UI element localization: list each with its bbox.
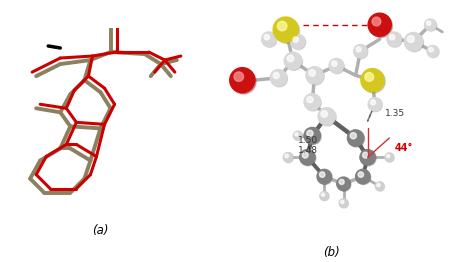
Circle shape: [365, 73, 374, 81]
Circle shape: [291, 35, 306, 50]
Circle shape: [300, 150, 316, 166]
Circle shape: [261, 32, 276, 46]
Circle shape: [427, 46, 438, 57]
Circle shape: [307, 130, 313, 137]
Circle shape: [407, 36, 414, 42]
Circle shape: [277, 21, 287, 31]
Circle shape: [362, 70, 385, 93]
Circle shape: [339, 179, 344, 184]
Circle shape: [294, 132, 303, 140]
Circle shape: [358, 172, 364, 177]
Circle shape: [307, 96, 313, 103]
Text: (a): (a): [92, 224, 109, 237]
Circle shape: [361, 150, 376, 166]
Circle shape: [388, 33, 402, 47]
Circle shape: [426, 21, 431, 25]
Circle shape: [283, 152, 293, 162]
Circle shape: [322, 193, 325, 196]
Text: 1.48: 1.48: [298, 146, 318, 155]
Circle shape: [389, 34, 395, 40]
Circle shape: [274, 18, 299, 43]
Circle shape: [368, 97, 382, 111]
Circle shape: [234, 72, 243, 81]
Circle shape: [340, 200, 344, 204]
Circle shape: [307, 68, 324, 85]
Circle shape: [356, 47, 361, 52]
Circle shape: [356, 169, 370, 184]
Circle shape: [405, 33, 424, 52]
Circle shape: [368, 13, 391, 36]
Circle shape: [293, 131, 302, 140]
Circle shape: [305, 128, 321, 145]
Circle shape: [371, 100, 376, 105]
Circle shape: [231, 69, 256, 94]
Circle shape: [295, 133, 298, 136]
Circle shape: [360, 150, 375, 165]
Circle shape: [293, 37, 298, 42]
Circle shape: [356, 170, 371, 184]
Circle shape: [348, 131, 365, 147]
Circle shape: [318, 170, 332, 184]
Circle shape: [306, 67, 323, 84]
Circle shape: [330, 59, 344, 74]
Circle shape: [291, 34, 305, 49]
Circle shape: [271, 70, 287, 87]
Circle shape: [354, 45, 368, 59]
Circle shape: [285, 154, 289, 158]
Circle shape: [361, 69, 384, 92]
Circle shape: [385, 153, 394, 162]
Circle shape: [300, 150, 315, 165]
Circle shape: [329, 58, 344, 73]
Circle shape: [284, 52, 302, 70]
Circle shape: [350, 133, 356, 139]
Circle shape: [304, 94, 321, 110]
Circle shape: [337, 178, 351, 191]
Circle shape: [363, 152, 368, 158]
Circle shape: [385, 153, 394, 162]
Circle shape: [337, 177, 350, 190]
Circle shape: [429, 47, 433, 52]
Text: 1.35: 1.35: [384, 110, 405, 118]
Text: 1.50: 1.50: [298, 136, 318, 145]
Circle shape: [273, 72, 279, 79]
Circle shape: [309, 70, 316, 76]
Circle shape: [320, 192, 328, 200]
Circle shape: [302, 152, 308, 158]
Circle shape: [387, 154, 390, 158]
Text: 44°: 44°: [394, 143, 413, 153]
Circle shape: [305, 95, 321, 111]
Circle shape: [321, 111, 328, 117]
Circle shape: [287, 55, 294, 62]
Circle shape: [340, 199, 348, 208]
Circle shape: [425, 19, 436, 30]
Circle shape: [425, 20, 437, 31]
Circle shape: [262, 33, 277, 47]
Circle shape: [332, 61, 337, 67]
Circle shape: [273, 17, 298, 42]
Circle shape: [285, 53, 303, 70]
Circle shape: [230, 68, 255, 93]
Circle shape: [404, 32, 423, 51]
Circle shape: [320, 192, 329, 201]
Circle shape: [320, 172, 325, 177]
Circle shape: [284, 153, 293, 163]
Circle shape: [372, 17, 381, 26]
Circle shape: [369, 98, 382, 112]
Circle shape: [264, 34, 269, 40]
Circle shape: [304, 127, 321, 144]
Circle shape: [317, 169, 332, 184]
Circle shape: [376, 182, 384, 191]
Circle shape: [377, 183, 380, 187]
Circle shape: [339, 199, 348, 208]
Circle shape: [353, 45, 367, 58]
Circle shape: [427, 46, 439, 58]
Circle shape: [387, 32, 401, 46]
Circle shape: [319, 108, 336, 126]
Circle shape: [375, 182, 384, 190]
Circle shape: [347, 130, 364, 146]
Circle shape: [318, 108, 335, 125]
Text: (b): (b): [323, 245, 340, 259]
Circle shape: [369, 14, 392, 37]
Circle shape: [270, 70, 286, 86]
